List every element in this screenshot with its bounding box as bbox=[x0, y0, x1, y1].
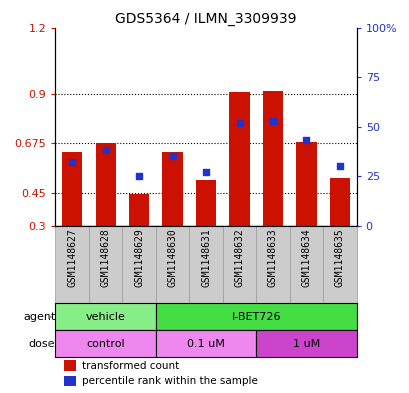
Point bbox=[135, 173, 142, 179]
Text: GSM1148634: GSM1148634 bbox=[301, 228, 311, 287]
Text: GSM1148635: GSM1148635 bbox=[334, 228, 344, 287]
Bar bbox=[89, 226, 122, 303]
Text: agent: agent bbox=[23, 312, 55, 322]
Bar bbox=[62, 152, 82, 226]
Text: GSM1148631: GSM1148631 bbox=[200, 228, 211, 287]
Bar bbox=[322, 226, 356, 303]
Text: GSM1148627: GSM1148627 bbox=[67, 228, 77, 287]
Bar bbox=[296, 142, 316, 226]
Bar bbox=[55, 303, 155, 331]
Text: GSM1148628: GSM1148628 bbox=[100, 228, 110, 287]
Point bbox=[336, 163, 342, 169]
Bar bbox=[122, 226, 155, 303]
Point bbox=[236, 119, 242, 126]
Text: dose: dose bbox=[29, 339, 55, 349]
Text: GSM1148629: GSM1148629 bbox=[134, 228, 144, 287]
Bar bbox=[189, 226, 222, 303]
Bar bbox=[129, 194, 149, 226]
Bar bbox=[262, 91, 282, 226]
Text: GSM1148632: GSM1148632 bbox=[234, 228, 244, 287]
Bar bbox=[64, 376, 76, 386]
Text: 1 uM: 1 uM bbox=[292, 339, 319, 349]
Text: control: control bbox=[86, 339, 125, 349]
Point bbox=[102, 147, 109, 154]
Bar bbox=[55, 331, 155, 357]
Point bbox=[302, 137, 309, 143]
Text: GSM1148630: GSM1148630 bbox=[167, 228, 177, 287]
Text: 0.1 uM: 0.1 uM bbox=[187, 339, 225, 349]
Point bbox=[69, 159, 75, 165]
Point bbox=[269, 118, 276, 124]
Bar bbox=[95, 143, 115, 226]
Text: vehicle: vehicle bbox=[85, 312, 125, 322]
Point bbox=[169, 153, 175, 160]
Bar bbox=[55, 226, 89, 303]
Bar bbox=[155, 331, 256, 357]
Point bbox=[202, 169, 209, 175]
Bar bbox=[256, 226, 289, 303]
Bar bbox=[256, 331, 356, 357]
Title: GDS5364 / ILMN_3309939: GDS5364 / ILMN_3309939 bbox=[115, 13, 296, 26]
Bar bbox=[196, 180, 216, 226]
Bar bbox=[155, 303, 356, 331]
Bar bbox=[329, 178, 349, 226]
Text: transformed count: transformed count bbox=[82, 360, 179, 371]
Text: percentile rank within the sample: percentile rank within the sample bbox=[82, 376, 258, 386]
Bar bbox=[162, 152, 182, 226]
Bar bbox=[289, 226, 322, 303]
Text: I-BET726: I-BET726 bbox=[231, 312, 280, 322]
Bar bbox=[64, 360, 76, 371]
Bar bbox=[155, 226, 189, 303]
Bar bbox=[229, 92, 249, 226]
Bar bbox=[222, 226, 256, 303]
Text: GSM1148633: GSM1148633 bbox=[267, 228, 277, 287]
